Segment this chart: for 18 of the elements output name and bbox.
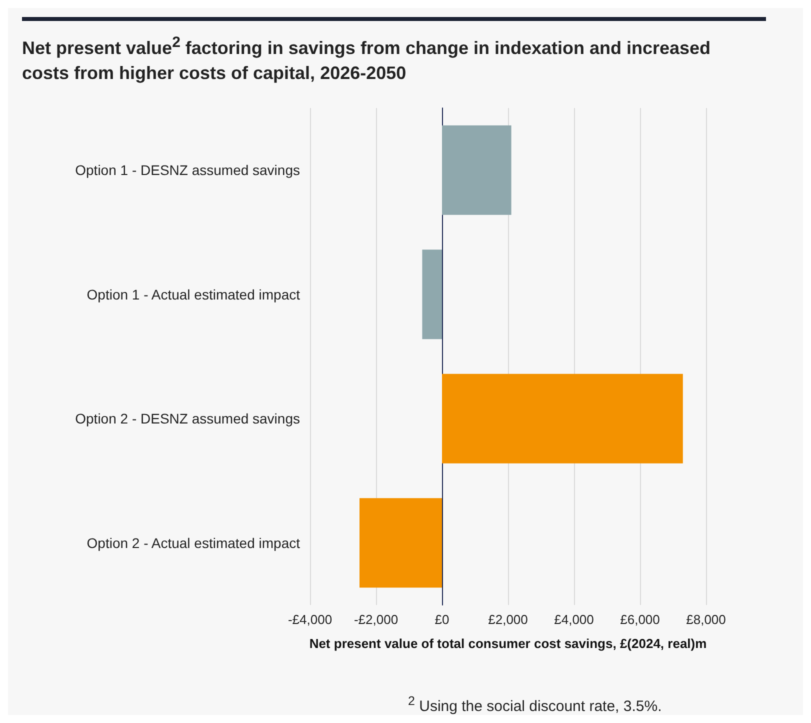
chart-title: Net present value$^{2}$ factoring in savings from change in indexation and increased costs from higher costs of capital, 2026-2050 [22, 33, 712, 85]
x-tick-label: -£4,000 [288, 612, 332, 627]
x-tick-label: £0 [434, 612, 450, 627]
x-axis-title: Net present value of total consumer cost savings, £(2024, real)m [309, 636, 707, 651]
bar [360, 498, 442, 588]
y-tick-label: Option 2 - DESNZ assumed savings [75, 410, 300, 427]
x-tick-label: -£2,000 [354, 612, 398, 627]
x-tick-label: £6,000 [620, 612, 660, 627]
x-tick-label: £8,000 [686, 612, 726, 627]
bar [442, 125, 512, 215]
text: $^{2}$ Using the social discount rate, 3.5%. [408, 694, 662, 715]
bar [422, 250, 442, 340]
y-tick-label: Option 2 - Actual estimated impact [86, 534, 300, 551]
y-tick-label: Option 1 - Actual estimated impact [86, 286, 300, 302]
x-tick-label: £4,000 [554, 612, 594, 627]
y-tick-label: Option 1 - DESNZ assumed savings [75, 162, 300, 178]
x-tick-label: £2,000 [488, 612, 528, 627]
bar [442, 374, 683, 464]
